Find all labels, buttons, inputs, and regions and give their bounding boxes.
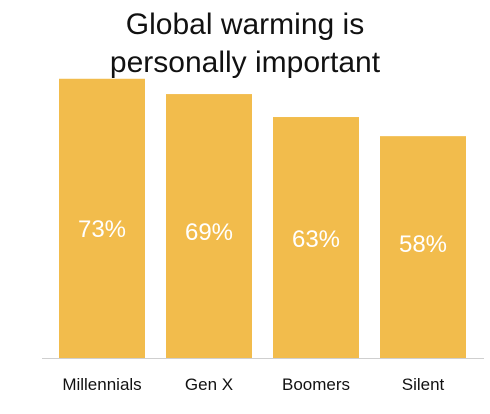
bar-millennials xyxy=(59,78,145,359)
bar-silent xyxy=(380,136,466,358)
chart-title-line-1: Global warming is xyxy=(125,8,365,41)
data-label-silent: 58% xyxy=(399,231,447,258)
data-label-millennials: 73% xyxy=(78,216,126,243)
data-label-gen-x: 69% xyxy=(185,219,233,246)
bar-gen-x xyxy=(166,94,252,358)
bar-boomers xyxy=(273,117,359,359)
x-tick-label-silent: Silent xyxy=(402,375,445,394)
chart-title-line-2: personally important xyxy=(109,46,381,79)
data-label-boomers: 63% xyxy=(292,226,340,253)
x-tick-label-gen-x: Gen X xyxy=(185,375,233,394)
chart-title: Global warming is personally important xyxy=(0,6,490,82)
x-tick-label-millennials: Millennials xyxy=(62,375,141,394)
x-tick-label-boomers: Boomers xyxy=(282,375,350,394)
